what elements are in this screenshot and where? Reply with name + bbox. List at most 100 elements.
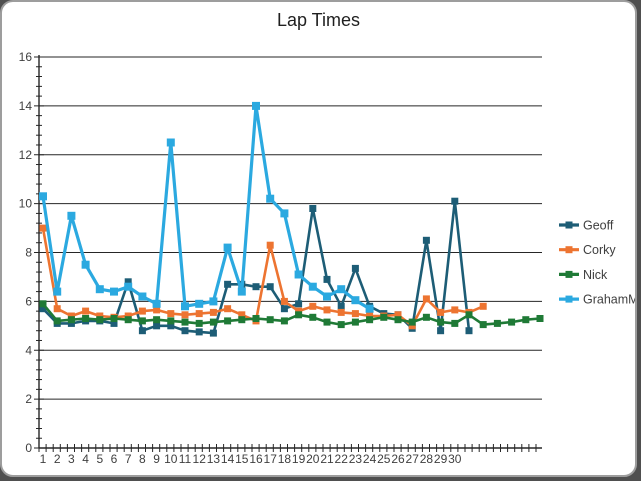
series-marker-grahamm	[308, 282, 317, 291]
x-tick-label: 10	[164, 452, 178, 466]
legend-label-corky: Corky	[583, 243, 616, 257]
x-tick-label: 11	[179, 452, 192, 466]
series-marker-nick	[366, 316, 374, 324]
x-tick-label: 4	[82, 452, 89, 466]
series-marker-nick	[82, 315, 90, 322]
series-marker-nick	[394, 316, 402, 324]
y-tick-label: 4	[25, 343, 32, 357]
x-tick-label: 1	[40, 452, 47, 466]
series-marker-geoff	[209, 329, 217, 337]
series-marker-geoff	[309, 205, 317, 212]
legend-label-geoff: Geoff	[583, 219, 614, 233]
series-marker-grahamm	[166, 138, 175, 147]
series-marker-corky	[309, 302, 317, 310]
y-tick-label: 2	[25, 392, 32, 406]
series-marker-grahamm	[124, 282, 133, 291]
series-marker-nick	[493, 319, 501, 327]
series-marker-geoff	[124, 278, 132, 286]
series-marker-grahamm	[223, 243, 232, 252]
series-marker-geoff	[153, 322, 161, 330]
series-marker-grahamm	[138, 292, 147, 301]
series-marker-corky	[53, 305, 61, 313]
x-tick-label: 20	[306, 452, 320, 466]
series-marker-corky	[280, 297, 288, 305]
series-marker-geoff	[252, 283, 260, 291]
series-marker-corky	[181, 311, 189, 319]
series-marker-grahamm	[81, 260, 90, 269]
series-marker-nick	[53, 317, 61, 325]
series-marker-nick	[138, 317, 146, 325]
series-marker-geoff	[266, 283, 274, 291]
series-marker-corky	[479, 302, 487, 310]
series-marker-corky	[124, 312, 132, 320]
legend-marker-corky	[565, 246, 573, 254]
x-tick-label: 28	[420, 452, 434, 466]
series-marker-geoff	[351, 264, 359, 272]
y-tick-label: 8	[25, 246, 32, 260]
series-marker-nick	[437, 318, 445, 326]
series-marker-grahamm	[181, 302, 189, 311]
legend-label-grahamm: GrahamM	[583, 293, 637, 307]
x-tick-label: 3	[68, 452, 75, 466]
series-marker-corky	[351, 310, 359, 318]
x-tick-label: 6	[111, 452, 118, 466]
legend-marker-nick	[565, 270, 573, 278]
series-marker-geoff	[110, 319, 118, 327]
x-tick-label: 22	[335, 452, 349, 466]
chart-title: Lap Times	[276, 10, 361, 30]
series-marker-corky	[323, 306, 331, 314]
series-marker-nick	[153, 316, 161, 324]
series-marker-nick	[408, 318, 416, 326]
x-tick-label: 9	[153, 452, 160, 466]
series-marker-corky	[366, 312, 374, 320]
series-marker-nick	[465, 311, 473, 319]
legend-marker-geoff	[565, 221, 573, 229]
series-marker-geoff	[337, 302, 345, 310]
x-tick-label: 26	[391, 452, 405, 466]
series-marker-geoff	[280, 305, 288, 313]
series-marker-nick	[380, 313, 388, 321]
series-marker-corky	[153, 306, 161, 314]
series-line-grahamm	[41, 104, 372, 311]
series-marker-corky	[167, 310, 175, 318]
series-marker-geoff	[295, 300, 303, 308]
x-tick-label: 24	[363, 452, 377, 466]
series-marker-grahamm	[110, 287, 118, 296]
series-marker-nick	[422, 313, 430, 321]
series-marker-nick	[280, 317, 288, 325]
series-marker-grahamm	[67, 211, 76, 220]
y-tick-label: 16	[19, 50, 33, 64]
series-marker-nick	[96, 316, 104, 324]
series-marker-corky	[138, 307, 146, 315]
series-marker-corky	[96, 312, 104, 320]
x-tick-label: 21	[320, 452, 334, 466]
series-marker-nick	[295, 311, 303, 319]
x-tick-label: 27	[406, 452, 420, 466]
series-marker-nick	[451, 319, 459, 327]
series-marker-grahamm	[365, 304, 374, 313]
series-marker-corky	[295, 307, 303, 315]
y-tick-label: 0	[25, 441, 32, 455]
x-tick-label: 2	[54, 452, 61, 466]
series-marker-nick	[224, 317, 232, 325]
series-marker-grahamm	[280, 209, 289, 218]
series-marker-nick	[110, 315, 118, 322]
series-marker-corky	[195, 310, 203, 318]
series-marker-grahamm	[323, 292, 331, 301]
series-marker-nick	[39, 300, 47, 308]
series-marker-corky	[224, 305, 232, 313]
series-marker-nick	[351, 318, 359, 326]
series-marker-grahamm	[337, 285, 346, 294]
series-marker-nick	[209, 318, 217, 326]
series-marker-nick	[181, 318, 189, 326]
series-marker-nick	[522, 316, 530, 324]
series-marker-geoff	[422, 236, 430, 244]
series-marker-corky	[451, 306, 459, 314]
series-marker-grahamm	[95, 285, 104, 294]
series-marker-geoff	[465, 327, 473, 335]
series-marker-geoff	[181, 327, 189, 335]
series-marker-geoff	[167, 322, 175, 330]
series-marker-nick	[195, 319, 203, 327]
series-marker-nick	[508, 318, 516, 326]
